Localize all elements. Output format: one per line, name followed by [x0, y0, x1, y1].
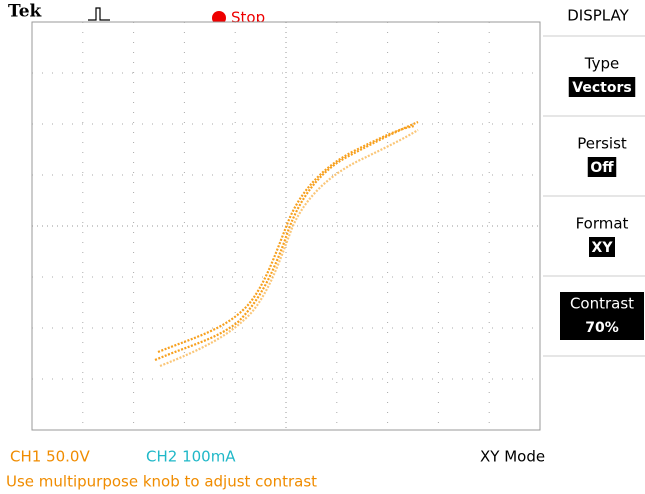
- message: Use multipurpose knob to adjust contrast: [6, 473, 317, 491]
- menu-item-label: Contrast: [570, 295, 634, 313]
- mode-status: XY Mode: [480, 448, 545, 466]
- menu-item-value: Off: [590, 160, 614, 176]
- menu-item-value: XY: [592, 240, 614, 256]
- side-menu: DISPLAY Type Vectors Persist Off Format XY Con…: [543, 7, 645, 357]
- menu-item-value: 70%: [585, 320, 619, 336]
- ch2-status: CH2 100mA: [146, 448, 236, 466]
- menu-title: DISPLAY: [567, 7, 629, 25]
- ch1-status: CH1 50.0V: [10, 448, 90, 466]
- menu-item-value: Vectors: [572, 80, 631, 96]
- page: {"header": {"brand": "Tek", "trigger_sta…: [0, 0, 645, 494]
- menu-item-label: Type: [584, 55, 619, 73]
- trigger-icon: [88, 8, 110, 20]
- menu-item-label: Persist: [577, 135, 627, 153]
- brand: Tek: [8, 2, 43, 22]
- scope-screen: Tek Stop DISPLAY TypeVectorsPersistOffFo…: [0, 0, 645, 494]
- menu-item-label: Format: [576, 215, 629, 233]
